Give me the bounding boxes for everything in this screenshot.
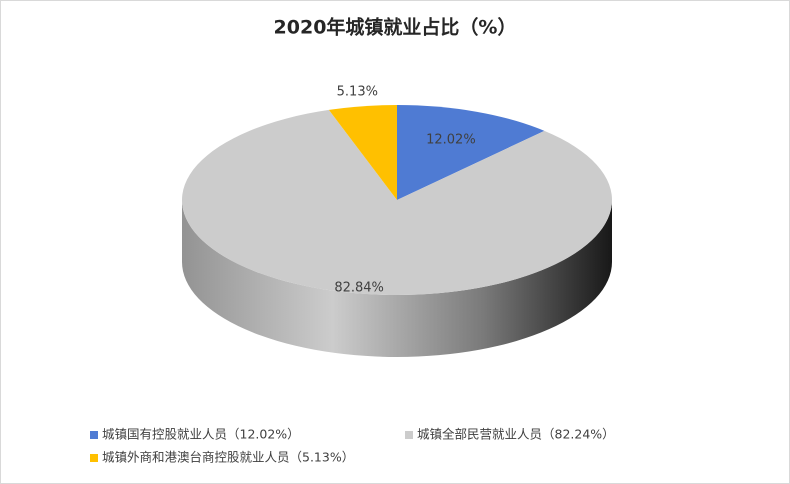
legend-label: 城镇国有控股就业人员（12.02%） xyxy=(102,427,300,442)
legend-swatch xyxy=(90,454,98,462)
legend-label: 城镇全部民营就业人员（82.24%） xyxy=(417,427,615,442)
legend-label: 城镇外商和港澳台商控股就业人员（5.13%） xyxy=(102,450,354,465)
slice xyxy=(182,109,612,295)
data-label: 5.13% xyxy=(337,85,378,100)
data-label: 12.02% xyxy=(426,132,476,147)
slice xyxy=(328,105,397,200)
chart-title: 2020年城镇就业占比（%） xyxy=(274,16,517,39)
legend-swatch xyxy=(90,431,98,439)
data-label: 82.84% xyxy=(334,281,384,296)
slice-side xyxy=(182,200,612,357)
slice xyxy=(397,105,545,200)
legend-swatch xyxy=(405,431,413,439)
